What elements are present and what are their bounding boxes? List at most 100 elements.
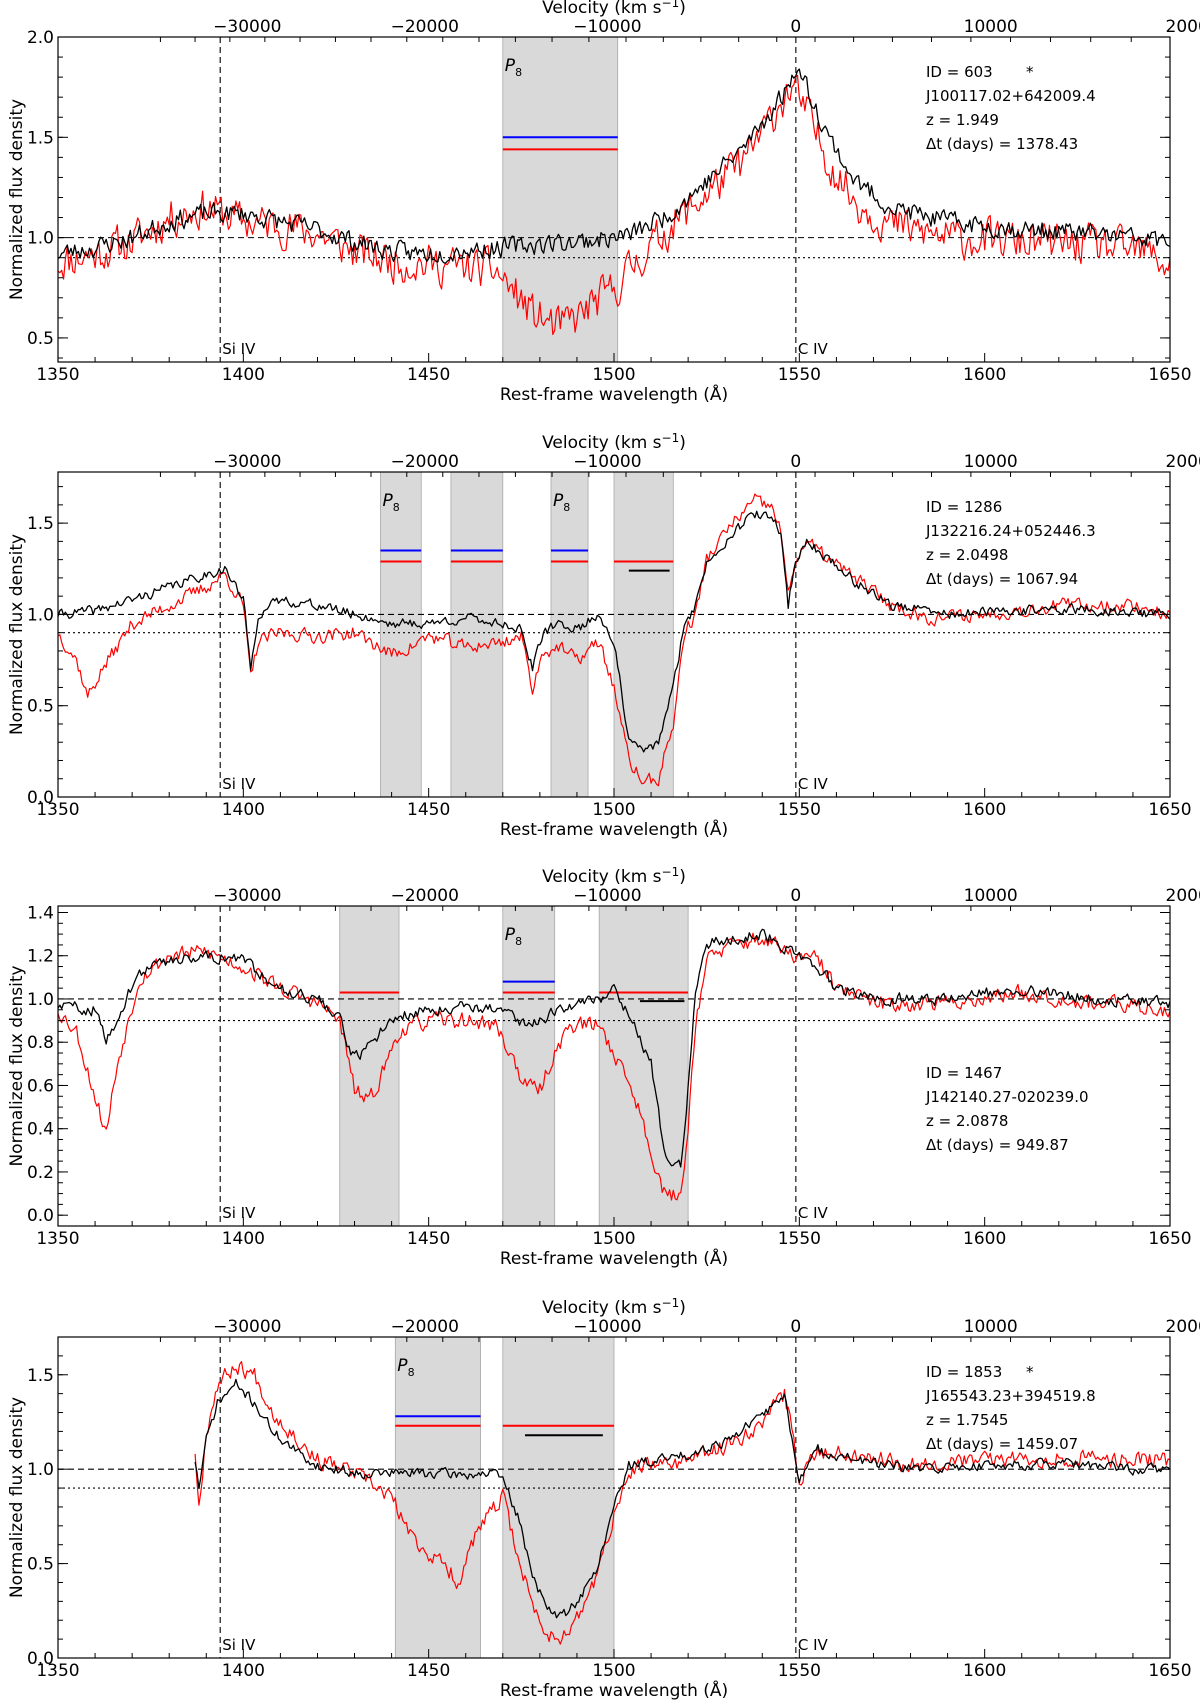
x-axis-title: Rest-frame wavelength (Å): [500, 818, 728, 840]
y-tick-label: 0.6: [27, 1076, 54, 1096]
x-tick-label: 1650: [1148, 1661, 1191, 1681]
absorption-region: [502, 37, 619, 362]
x-axis-title: Rest-frame wavelength (Å): [500, 1247, 728, 1269]
top-axis-title-sup: −1: [662, 865, 680, 879]
v-tick-label: 20000: [1166, 452, 1200, 472]
x-tick-label: 1400: [222, 365, 265, 385]
y-tick-label: 1.0: [27, 990, 54, 1010]
y-tick-label: 2.0: [27, 28, 54, 48]
x-tick-label: 1500: [592, 800, 635, 820]
spectrum-epoch2: [58, 928, 1170, 1168]
y-tick-label: 1.5: [27, 1366, 54, 1386]
y-axis-title: Normalized flux density: [7, 534, 27, 735]
siiv-label: Si IV: [222, 1636, 256, 1654]
absorption-region: [450, 472, 504, 797]
time-baseline: Δt (days) = 949.87: [926, 1136, 1069, 1154]
civ-label: C IV: [798, 1204, 829, 1222]
x-tick-label: 1350: [36, 365, 79, 385]
x-tick-label: 1350: [36, 1661, 79, 1681]
region-label-sub: 8: [515, 935, 522, 948]
x-tick-label: 1650: [1148, 800, 1191, 820]
region-label-main: P: [397, 1356, 408, 1376]
y-tick-label: 0.0: [27, 1206, 54, 1226]
plot-area: [58, 472, 1170, 797]
y-tick-label: 0.0: [27, 1649, 54, 1669]
time-baseline: Δt (days) = 1459.07: [926, 1435, 1078, 1453]
x-tick-label: 1350: [36, 800, 79, 820]
x-tick-label: 1600: [963, 365, 1006, 385]
x-tick-label: 1450: [407, 1229, 450, 1249]
region-label: P8: [505, 925, 522, 948]
region-label: P8: [397, 1356, 414, 1379]
v-tick-label: 0: [790, 17, 801, 37]
absorption-region: [550, 472, 589, 797]
top-axis-title-end: ): [679, 1298, 686, 1318]
v-tick-label: −30000: [213, 1317, 281, 1337]
region-label: P8: [505, 56, 522, 79]
region-label-main: P: [553, 491, 564, 511]
y-tick-label: 0.4: [27, 1120, 54, 1140]
quasar-name: J132216.24+052446.3: [925, 522, 1096, 540]
y-tick-label: 1.0: [27, 1460, 54, 1480]
v-tick-label: −20000: [391, 886, 459, 906]
y-tick-label: 0.2: [27, 1163, 54, 1183]
top-axis-title-sup: −1: [662, 0, 680, 10]
spectrum-epoch2: [194, 1378, 1170, 1619]
top-axis-title-main: Velocity (km s: [542, 0, 662, 18]
y-tick-label: 0.5: [27, 697, 54, 717]
x-tick-label: 1450: [407, 800, 450, 820]
time-baseline: Δt (days) = 1067.94: [926, 570, 1078, 588]
v-tick-label: −20000: [391, 1317, 459, 1337]
time-baseline: Δt (days) = 1378.43: [926, 135, 1078, 153]
x-tick-label: 1450: [407, 1661, 450, 1681]
top-axis-title: Velocity (km s−1): [542, 1296, 686, 1318]
y-tick-label: 1.5: [27, 514, 54, 534]
top-axis-title-main: Velocity (km s: [542, 433, 662, 453]
top-axis-title-main: Velocity (km s: [542, 867, 662, 887]
top-axis-title: Velocity (km s−1): [542, 865, 686, 887]
plot-area: [58, 37, 1170, 362]
top-axis-title-end: ): [679, 0, 686, 18]
x-tick-label: 1400: [222, 1229, 265, 1249]
top-axis-title-sup: −1: [662, 431, 680, 445]
v-tick-label: −20000: [391, 452, 459, 472]
quasar-name: J165543.23+394519.8: [925, 1387, 1096, 1405]
top-axis-title-sup: −1: [662, 1296, 680, 1310]
civ-label: C IV: [798, 775, 829, 793]
region-label: P8: [553, 491, 570, 514]
top-axis-title-main: Velocity (km s: [542, 1298, 662, 1318]
redshift: z = 2.0498: [926, 546, 1008, 564]
v-tick-label: 10000: [964, 1317, 1018, 1337]
region-label-sub: 8: [563, 501, 570, 514]
v-tick-label: 0: [790, 1317, 801, 1337]
region-label-main: P: [505, 925, 516, 945]
y-tick-label: 1.2: [27, 947, 54, 967]
v-tick-label: −10000: [573, 1317, 641, 1337]
absorption-region: [502, 906, 556, 1226]
y-tick-label: 1.4: [27, 903, 54, 923]
siiv-label: Si IV: [222, 775, 256, 793]
spectrum-epoch2: [58, 510, 1170, 753]
absorption-region: [394, 1337, 481, 1658]
spectrum-epoch1: [58, 493, 1170, 787]
x-tick-label: 1550: [778, 800, 821, 820]
x-tick-label: 1500: [592, 365, 635, 385]
v-tick-label: −30000: [213, 886, 281, 906]
region-label: P8: [382, 491, 399, 514]
x-tick-label: 1400: [222, 1661, 265, 1681]
absorption-region: [339, 906, 400, 1226]
quasar-id: ID = 1853: [926, 1363, 1002, 1381]
x-tick-label: 1500: [592, 1229, 635, 1249]
top-axis-title: Velocity (km s−1): [542, 0, 686, 18]
v-tick-label: 10000: [964, 886, 1018, 906]
x-tick-label: 1550: [778, 1229, 821, 1249]
quasar-id: ID = 1467: [926, 1064, 1002, 1082]
quasar-id: ID = 603: [926, 63, 993, 81]
y-tick-label: 1.0: [27, 605, 54, 625]
siiv-label: Si IV: [222, 1204, 256, 1222]
top-axis-title-end: ): [679, 433, 686, 453]
x-tick-label: 1550: [778, 1661, 821, 1681]
y-axis-title: Normalized flux density: [7, 1397, 27, 1598]
top-axis-title-end: ): [679, 867, 686, 887]
